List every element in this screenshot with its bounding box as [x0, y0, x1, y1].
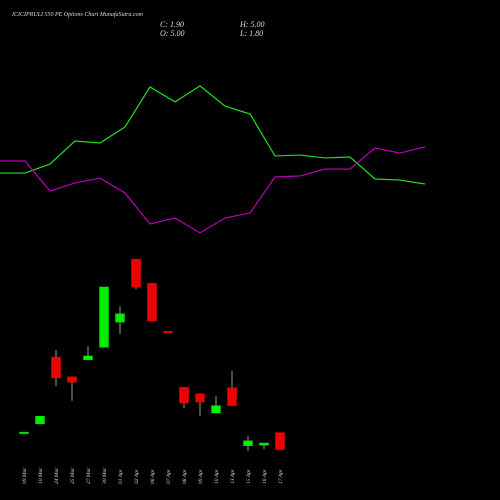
x-tick-label: 24 Mar	[53, 467, 60, 484]
x-tick-label: 02 Apr	[134, 468, 140, 484]
candle-body	[227, 387, 237, 407]
ohlc-label: H: 5.00	[239, 20, 264, 29]
x-tick-label: 08 Apr	[182, 468, 188, 484]
x-tick-label: 16 Apr	[262, 468, 268, 484]
ohlc-label: C: 1.90	[160, 20, 184, 29]
x-tick-label: 17 Apr	[278, 468, 284, 484]
indicator-line	[0, 146, 426, 234]
x-tick-label: 10 Mar	[38, 467, 44, 484]
candle-body	[19, 431, 29, 434]
x-tick-label: 27 Mar	[86, 467, 92, 484]
x-tick-label: 09 Mar	[22, 467, 28, 484]
candle-body	[147, 282, 157, 322]
x-tick-label: 07 Apr	[166, 468, 172, 484]
ohlc-label: L: 1.80	[239, 29, 263, 38]
x-tick-label: 25 Mar	[70, 467, 76, 484]
ohlc-label: O: 5.00	[160, 29, 184, 38]
x-tick-label: 30 Mar	[102, 467, 108, 485]
x-tick-label: 01 Apr	[118, 468, 124, 484]
candle-body	[243, 440, 253, 447]
x-tick-label: 15 Apr	[246, 468, 252, 484]
candle-body	[259, 442, 269, 446]
candle-body	[83, 355, 93, 361]
candle-body	[131, 258, 141, 288]
candle-body	[115, 313, 125, 323]
candle-body	[179, 386, 189, 404]
candle-body	[67, 376, 77, 383]
candle-body	[99, 286, 109, 348]
indicator-line	[0, 85, 426, 185]
chart-title: ICICIPRULI 550 PE Options Chart MunafaSu…	[11, 11, 144, 18]
x-tick-label: 10 Apr	[214, 468, 220, 484]
x-tick-label: 13 Apr	[230, 468, 236, 484]
candle-body	[195, 393, 205, 403]
candle-body	[163, 331, 173, 334]
candle-body	[35, 415, 45, 425]
x-tick-label: 09 Apr	[198, 468, 204, 484]
x-tick-label: 06 Apr	[150, 468, 156, 484]
candle-body	[51, 356, 61, 379]
candle-body	[275, 432, 285, 450]
candle-body	[211, 405, 221, 414]
